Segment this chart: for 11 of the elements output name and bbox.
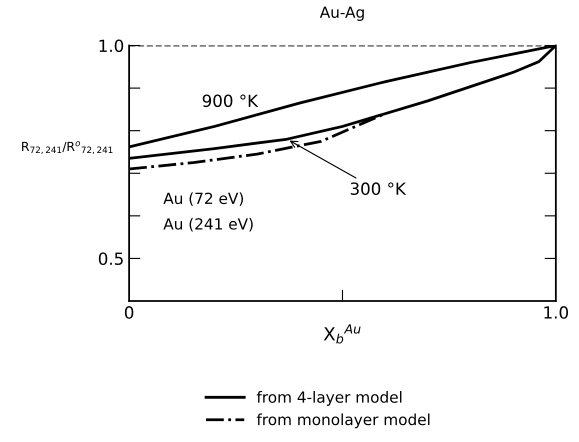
y-axis-title: R$_{72,241}$/R$^{o}$$_{72,241}$ [22,141,112,154]
x-tick-label: 0 [124,306,134,319]
x-axis-title: X$_{b}$$^{Au}$ [324,324,361,344]
annotation: 900 °K [202,94,258,108]
y-tick-label: 0.5 [98,252,123,265]
legend-label: from monolayer model [256,413,430,428]
annotation: Au (72 eV) [163,192,243,206]
annotation: Au (241 eV) [163,218,253,232]
annotation: 300 °K [350,182,406,195]
legend-label: from 4-layer model [256,391,402,406]
chart-title: Au-Ag [320,6,364,21]
